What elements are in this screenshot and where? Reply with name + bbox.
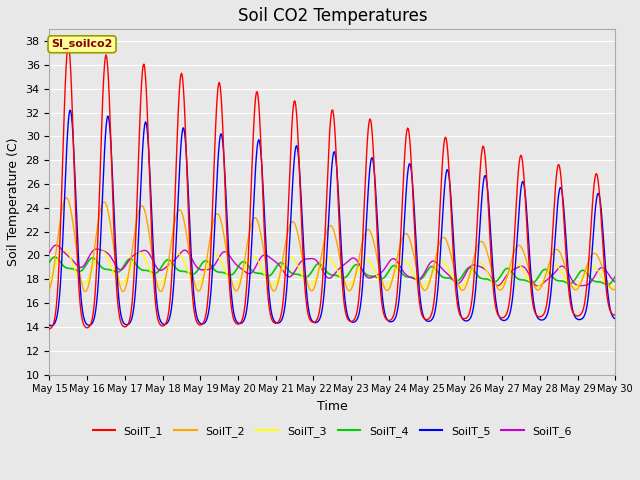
SoilT_6 — [52, 242, 60, 248]
SoilT_6 — [57, 245, 65, 251]
SoilT_1 — [65, 43, 72, 48]
SoilT_2 — [611, 286, 619, 292]
SoilT_6 — [115, 266, 122, 272]
SoilT_4 — [115, 269, 122, 275]
X-axis label: Time: Time — [317, 400, 348, 413]
SoilT_6 — [402, 272, 410, 277]
SoilT_4 — [202, 258, 210, 264]
Y-axis label: Soil Temperature (C): Soil Temperature (C) — [7, 138, 20, 266]
Line: SoilT_4: SoilT_4 — [49, 257, 615, 285]
SoilT_6 — [172, 256, 180, 262]
SoilT_5 — [403, 181, 410, 187]
SoilT_5 — [47, 323, 55, 329]
SoilT_5 — [419, 313, 427, 319]
SoilT_1 — [45, 326, 53, 332]
Text: SI_soilco2: SI_soilco2 — [51, 39, 113, 49]
SoilT_6 — [202, 267, 210, 273]
SoilT_2 — [173, 210, 180, 216]
SoilT_3 — [45, 277, 53, 283]
SoilT_4 — [402, 274, 410, 279]
SoilT_5 — [173, 221, 180, 227]
SoilT_6 — [45, 250, 53, 255]
SoilT_6 — [419, 273, 426, 279]
SoilT_2 — [419, 287, 427, 292]
SoilT_6 — [534, 283, 542, 289]
SoilT_3 — [56, 252, 63, 258]
SoilT_3 — [61, 247, 68, 253]
SoilT_4 — [611, 274, 619, 279]
SoilT_5 — [203, 316, 211, 322]
SoilT_1 — [115, 309, 122, 314]
SoilT_4 — [51, 254, 59, 260]
Line: SoilT_5: SoilT_5 — [49, 110, 615, 326]
Title: Soil CO2 Temperatures: Soil CO2 Temperatures — [237, 7, 427, 25]
SoilT_2 — [56, 221, 63, 227]
SoilT_5 — [45, 322, 53, 328]
SoilT_3 — [202, 267, 210, 273]
SoilT_2 — [403, 231, 410, 237]
SoilT_1 — [611, 312, 619, 318]
SoilT_1 — [202, 311, 210, 317]
SoilT_6 — [611, 279, 619, 285]
Line: SoilT_2: SoilT_2 — [49, 198, 615, 291]
SoilT_4 — [604, 282, 611, 288]
SoilT_1 — [402, 135, 410, 141]
Line: SoilT_3: SoilT_3 — [49, 250, 615, 288]
SoilT_3 — [419, 284, 426, 289]
SoilT_3 — [402, 259, 410, 264]
Legend: SoilT_1, SoilT_2, SoilT_3, SoilT_4, SoilT_5, SoilT_6: SoilT_1, SoilT_2, SoilT_3, SoilT_4, Soil… — [88, 421, 577, 441]
SoilT_2 — [203, 256, 211, 262]
Line: SoilT_6: SoilT_6 — [49, 245, 615, 286]
SoilT_1 — [172, 163, 180, 169]
SoilT_1 — [419, 313, 426, 319]
SoilT_5 — [116, 302, 124, 308]
SoilT_3 — [172, 251, 180, 257]
SoilT_5 — [611, 316, 619, 322]
SoilT_2 — [116, 281, 124, 287]
SoilT_5 — [66, 108, 74, 113]
SoilT_3 — [611, 283, 619, 289]
SoilT_1 — [56, 245, 63, 251]
SoilT_5 — [57, 280, 65, 286]
SoilT_4 — [419, 275, 426, 281]
SoilT_3 — [607, 285, 615, 291]
SoilT_2 — [62, 195, 70, 201]
Line: SoilT_1: SoilT_1 — [49, 46, 615, 329]
SoilT_2 — [45, 287, 53, 292]
SoilT_4 — [45, 259, 53, 265]
SoilT_2 — [82, 288, 90, 294]
SoilT_4 — [57, 259, 65, 265]
SoilT_4 — [172, 265, 180, 271]
SoilT_3 — [115, 280, 122, 286]
